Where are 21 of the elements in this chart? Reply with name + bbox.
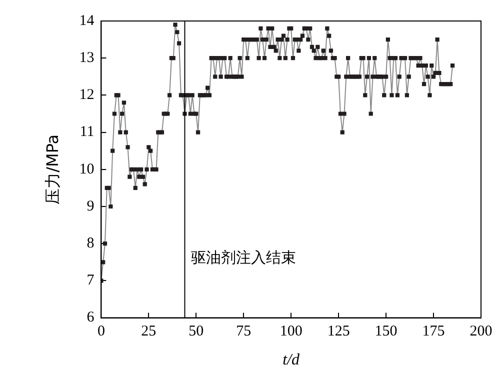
y-axis-title: 压力/MPa: [42, 134, 62, 204]
y-tick-label: 6: [86, 310, 95, 326]
y-tick-label: 13: [79, 50, 94, 66]
x-tick-label: 100: [280, 324, 302, 340]
x-tick-label: 25: [141, 324, 156, 340]
x-tick-label: 125: [327, 324, 350, 340]
x-tick-label: 200: [470, 324, 492, 340]
y-tick-label: 11: [80, 124, 94, 140]
x-tick-label: 0: [97, 324, 105, 340]
y-tick-label: 12: [79, 87, 94, 104]
x-tick-label: 50: [188, 324, 204, 340]
x-tick-label: 75: [236, 324, 252, 340]
y-tick-label: 8: [86, 236, 94, 252]
x-tick-label: 175: [422, 324, 445, 340]
y-tick-label: 14: [79, 12, 95, 29]
x-tick-label: 150: [374, 324, 398, 340]
x-axis-title: t/d: [282, 352, 301, 369]
y-tick-label: 10: [79, 161, 94, 178]
ref-line-label: 驱油剂注入结束: [190, 248, 296, 266]
y-tick-label: 7: [86, 272, 95, 289]
y-tick-label: 9: [86, 198, 94, 214]
